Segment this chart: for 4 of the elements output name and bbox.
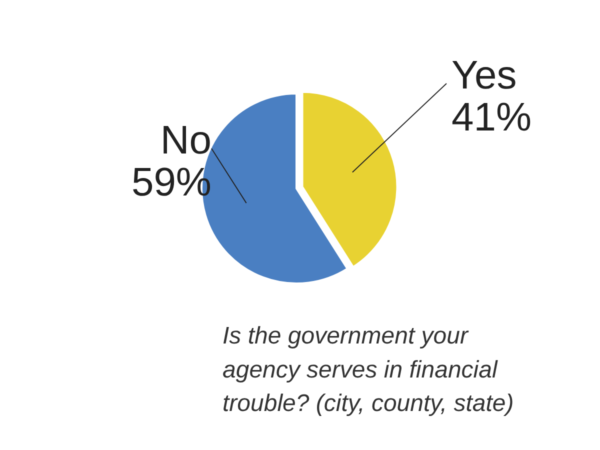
data-label: 41% [452,95,532,140]
text: Is the government your agency serves in financial trouble? (city, county, state) [222,322,514,417]
slice-label: No [160,118,212,162]
slice-label: Yes [452,54,517,98]
